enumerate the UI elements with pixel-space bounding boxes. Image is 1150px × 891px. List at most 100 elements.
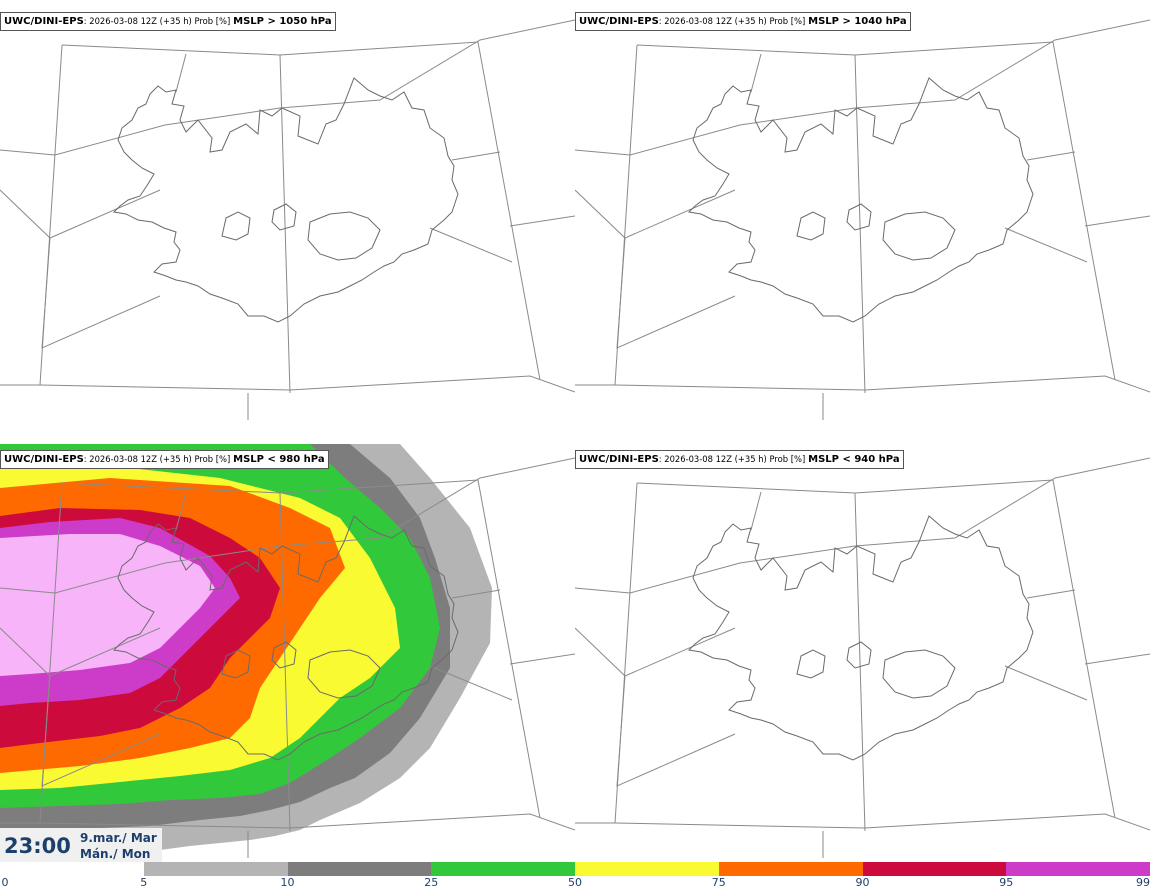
glacier-outline <box>846 203 872 231</box>
iceland-coastline <box>687 77 1034 323</box>
colorbar-tick: 25 <box>424 876 439 889</box>
iceland-coastline <box>112 515 459 761</box>
map-panel-mslp-lt-940: UWC/DINI-EPS: 2026-03-08 12Z (+35 h) Pro… <box>575 438 1150 868</box>
projection-gridline <box>854 492 866 832</box>
glacier-outline <box>882 211 956 261</box>
glacier-outline <box>307 211 381 261</box>
projection-gridline <box>636 479 1116 819</box>
projection-gridline <box>175 53 187 93</box>
threshold-label: MSLP < 980 hPa <box>233 454 325 465</box>
projection-gridline <box>61 41 541 381</box>
probability-colorbar <box>0 862 1150 876</box>
model-name: UWC/DINI-EPS <box>579 454 659 465</box>
probability-area <box>0 534 215 676</box>
glacier-outline <box>271 203 297 231</box>
valid-date-line-1: 9.mar./ Mar <box>80 831 157 845</box>
model-name: UWC/DINI-EPS <box>4 454 84 465</box>
projection-gridline <box>39 375 575 393</box>
threshold-label: MSLP > 1040 hPa <box>808 16 907 27</box>
projection-gridline <box>624 627 736 677</box>
glacier-outline <box>221 649 251 679</box>
map-panel-mslp-lt-980: UWC/DINI-EPS: 2026-03-08 12Z (+35 h) Pro… <box>0 438 575 868</box>
colorbar-segment <box>431 862 576 876</box>
projection-gridline <box>429 227 513 263</box>
projection-gridline <box>49 627 161 677</box>
projection-gridline <box>0 189 161 349</box>
model-name: UWC/DINI-EPS <box>579 16 659 27</box>
model-name: UWC/DINI-EPS <box>4 16 84 27</box>
valid-date-line-2: Mán./ Mon <box>80 847 151 861</box>
colorbar-segment <box>718 862 863 876</box>
projection-gridline <box>39 813 575 831</box>
map-canvas <box>0 444 575 858</box>
projection-gridline <box>1004 227 1088 263</box>
colorbar-tick: 50 <box>568 876 582 889</box>
projection-gridline <box>451 589 501 599</box>
colorbar-segment <box>575 862 720 876</box>
glacier-outline <box>796 649 826 679</box>
projection-gridline <box>614 813 1150 831</box>
panel-title: UWC/DINI-EPS: 2026-03-08 12Z (+35 h) Pro… <box>0 12 336 31</box>
iceland-coastline <box>687 515 1034 761</box>
threshold-label: MSLP > 1050 hPa <box>233 16 332 27</box>
projection-gridline <box>750 53 762 93</box>
run-info: : 2026-03-08 12Z (+35 h) Prob [%] <box>83 16 231 26</box>
colorbar-tick: 90 <box>855 876 870 889</box>
projection-gridline <box>0 19 575 156</box>
panel-title: UWC/DINI-EPS: 2026-03-08 12Z (+35 h) Pro… <box>575 450 904 469</box>
colorbar-segment <box>1006 862 1150 876</box>
projection-gridline <box>1084 215 1150 227</box>
glacier-outline <box>307 649 381 699</box>
projection-gridline <box>575 457 1150 594</box>
projection-gridline <box>575 189 736 349</box>
projection-gridline <box>509 215 575 227</box>
colorbar-tick: 95 <box>999 876 1014 889</box>
map-panel-mslp-gt-1050: UWC/DINI-EPS: 2026-03-08 12Z (+35 h) Pro… <box>0 0 575 430</box>
colorbar-segment <box>287 862 432 876</box>
glacier-outline <box>882 649 956 699</box>
map-canvas <box>0 19 575 420</box>
projection-gridline <box>575 19 1150 156</box>
colorbar-tick: 10 <box>280 876 295 889</box>
run-info: : 2026-03-08 12Z (+35 h) Prob [%] <box>658 16 806 26</box>
projection-gridline <box>279 54 291 394</box>
projection-gridline <box>614 375 1150 393</box>
threshold-label: MSLP < 940 hPa <box>808 454 900 465</box>
map-canvas <box>575 457 1150 858</box>
colorbar-segment <box>0 862 145 876</box>
panel-title: UWC/DINI-EPS: 2026-03-08 12Z (+35 h) Pro… <box>0 450 329 469</box>
glacier-outline <box>846 641 872 669</box>
projection-gridline <box>1026 589 1076 599</box>
colorbar-tick: 75 <box>711 876 726 889</box>
projection-gridline <box>575 627 736 787</box>
glacier-outline <box>221 211 251 241</box>
projection-gridline <box>175 491 187 531</box>
projection-gridline <box>750 491 762 531</box>
run-info: : 2026-03-08 12Z (+35 h) Prob [%] <box>658 454 806 464</box>
projection-gridline <box>0 627 161 787</box>
projection-gridline <box>636 41 1116 381</box>
projection-gridline <box>624 189 736 239</box>
colorbar-segment <box>862 862 1007 876</box>
projection-gridline <box>1004 665 1088 701</box>
colorbar-segment <box>143 862 288 876</box>
panel-title: UWC/DINI-EPS: 2026-03-08 12Z (+35 h) Pro… <box>575 12 911 31</box>
colorbar-tick-labels: 0 5 10 25 50 75 90 95 99 <box>0 876 1150 891</box>
projection-gridline <box>49 189 161 239</box>
projection-gridline <box>509 653 575 665</box>
colorbar-tick: 99 <box>1136 876 1150 889</box>
projection-gridline <box>1084 653 1150 665</box>
colorbar-tick: 0 <box>1 876 9 889</box>
run-info: : 2026-03-08 12Z (+35 h) Prob [%] <box>83 454 231 464</box>
projection-gridline <box>451 151 501 161</box>
glacier-outline <box>271 641 297 669</box>
projection-gridline <box>279 492 291 832</box>
valid-time: 23:00 <box>0 828 76 864</box>
map-panel-mslp-gt-1040: UWC/DINI-EPS: 2026-03-08 12Z (+35 h) Pro… <box>575 0 1150 430</box>
projection-gridline <box>1026 151 1076 161</box>
projection-gridline <box>429 665 513 701</box>
glacier-outline <box>796 211 826 241</box>
iceland-coastline <box>112 77 459 323</box>
projection-gridline <box>854 54 866 394</box>
map-canvas <box>575 19 1150 420</box>
